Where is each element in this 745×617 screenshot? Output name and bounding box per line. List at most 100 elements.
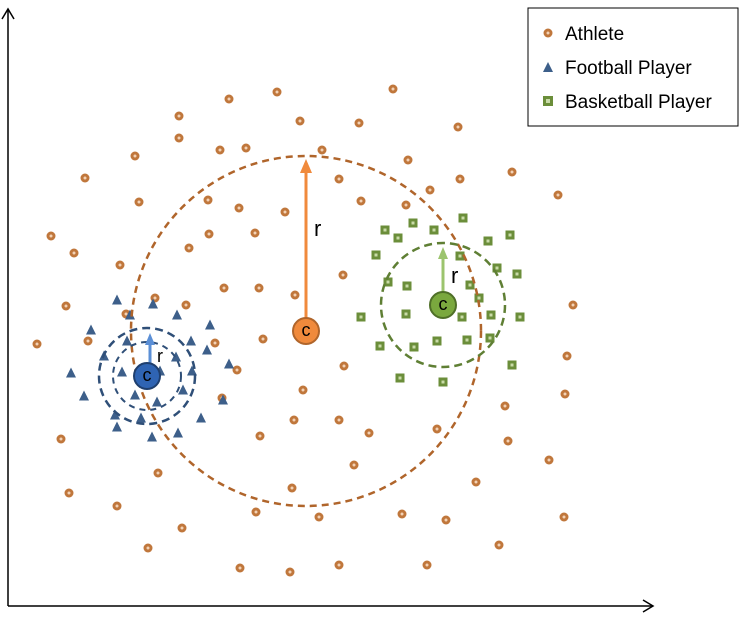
- athlete-point: [388, 84, 398, 94]
- athlete-point: [422, 560, 432, 570]
- athlete-point-core: [180, 526, 184, 530]
- basketball-center-label: c: [439, 294, 448, 314]
- football-player-point: [130, 389, 140, 400]
- football-player-point: [86, 324, 96, 335]
- athlete-point: [215, 145, 225, 155]
- basketball-player-point: [429, 225, 439, 235]
- athlete-point-core: [137, 200, 141, 204]
- basketball-player-point: [465, 280, 475, 290]
- athlete-point-core: [258, 434, 262, 438]
- athlete-point: [115, 260, 125, 270]
- athlete-point: [560, 389, 570, 399]
- athlete-point-core: [237, 206, 241, 210]
- athlete-point-core: [357, 121, 361, 125]
- athlete-point: [432, 424, 442, 434]
- athlete-point-core: [352, 463, 356, 467]
- athlete-point: [559, 512, 569, 522]
- basketball-point-core: [515, 272, 519, 276]
- athlete-point: [471, 477, 481, 487]
- basketball-player-point: [438, 377, 448, 387]
- athlete-point-core: [342, 364, 346, 368]
- athlete-point: [290, 290, 300, 300]
- athlete-point: [397, 509, 407, 519]
- basketball-point-core: [435, 339, 439, 343]
- athlete-point: [356, 196, 366, 206]
- basketball-point-core: [489, 313, 493, 317]
- athlete-point-core: [64, 304, 68, 308]
- athlete-point-core: [547, 458, 551, 462]
- basketball-point-core: [477, 296, 481, 300]
- axes: [1, 7, 655, 613]
- basketball-point-core: [468, 283, 472, 287]
- athlete-point-core: [563, 392, 567, 396]
- athlete-point: [134, 197, 144, 207]
- basketball-player-point: [505, 230, 515, 240]
- legend-label-basketball: Basketball Player: [565, 92, 712, 113]
- athlete-point-core: [133, 154, 137, 158]
- athlete-point-core: [288, 570, 292, 574]
- athlete-point: [210, 338, 220, 348]
- athlete-point: [338, 270, 348, 280]
- football-radius-label: r: [157, 346, 163, 366]
- basketball-point-core: [508, 233, 512, 237]
- basketball-point-core: [486, 239, 490, 243]
- athlete-point-core: [497, 543, 501, 547]
- athlete-point-core: [425, 563, 429, 567]
- athlete-point: [453, 122, 463, 132]
- athlete-point-core: [562, 515, 566, 519]
- athlete-point: [494, 540, 504, 550]
- football-center-dot: [133, 362, 161, 390]
- football-player-point: [187, 365, 197, 376]
- football-player-point: [171, 351, 181, 362]
- athlete-point: [295, 116, 305, 126]
- athlete-point-core: [359, 199, 363, 203]
- basketball-player-point: [371, 250, 381, 260]
- athlete-point-core: [458, 177, 462, 181]
- football-player-points: [66, 294, 234, 442]
- athlete-point-core: [317, 515, 321, 519]
- basketball-player-point: [492, 263, 502, 273]
- athlete-point: [568, 300, 578, 310]
- basketball-player-point: [375, 341, 385, 351]
- athlete-point: [174, 133, 184, 143]
- basketball-player-point: [458, 213, 468, 223]
- athlete-point-core: [244, 146, 248, 150]
- athlete-point-core: [400, 512, 404, 516]
- athlete-point: [254, 283, 264, 293]
- athlete-point: [334, 174, 344, 184]
- athlete-point: [174, 111, 184, 121]
- athlete-point: [298, 385, 308, 395]
- basketball-player-point: [486, 310, 496, 320]
- athlete-point-core: [72, 251, 76, 255]
- athlete-point: [562, 351, 572, 361]
- football-center-label: c: [143, 365, 152, 385]
- football-player-point: [152, 396, 162, 407]
- football-player-point: [112, 294, 122, 305]
- athlete-point: [507, 167, 517, 177]
- athlete-point-core: [59, 437, 63, 441]
- athlete-point-core: [177, 136, 181, 140]
- basketball-player-point: [512, 269, 522, 279]
- basketball-player-point: [402, 281, 412, 291]
- athlete-point-core: [184, 303, 188, 307]
- athlete-point: [280, 207, 290, 217]
- athlete-point: [153, 468, 163, 478]
- football-player-point: [186, 335, 196, 346]
- legend-item-athlete: Athlete: [543, 24, 624, 45]
- football-player-point: [173, 427, 183, 438]
- athlete-point-core: [435, 427, 439, 431]
- athlete-point-core: [565, 354, 569, 358]
- football-player-point: [117, 366, 127, 377]
- legend: Athlete Football Player Basketball Playe…: [527, 7, 739, 127]
- football-player-point: [125, 309, 135, 320]
- athlete-point-core: [253, 231, 257, 235]
- athlete-point-core: [556, 193, 560, 197]
- athlete-center-dot: [292, 317, 320, 345]
- athlete-point-core: [261, 337, 265, 341]
- athlete-center: c: [292, 317, 320, 345]
- legend-label-football: Football Player: [565, 58, 692, 79]
- athlete-point: [80, 173, 90, 183]
- athlete-marker-core: [546, 31, 550, 35]
- athlete-point-core: [187, 246, 191, 250]
- athlete-point: [500, 401, 510, 411]
